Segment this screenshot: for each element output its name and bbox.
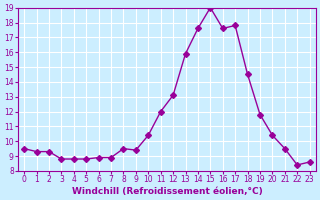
X-axis label: Windchill (Refroidissement éolien,°C): Windchill (Refroidissement éolien,°C) <box>72 187 262 196</box>
